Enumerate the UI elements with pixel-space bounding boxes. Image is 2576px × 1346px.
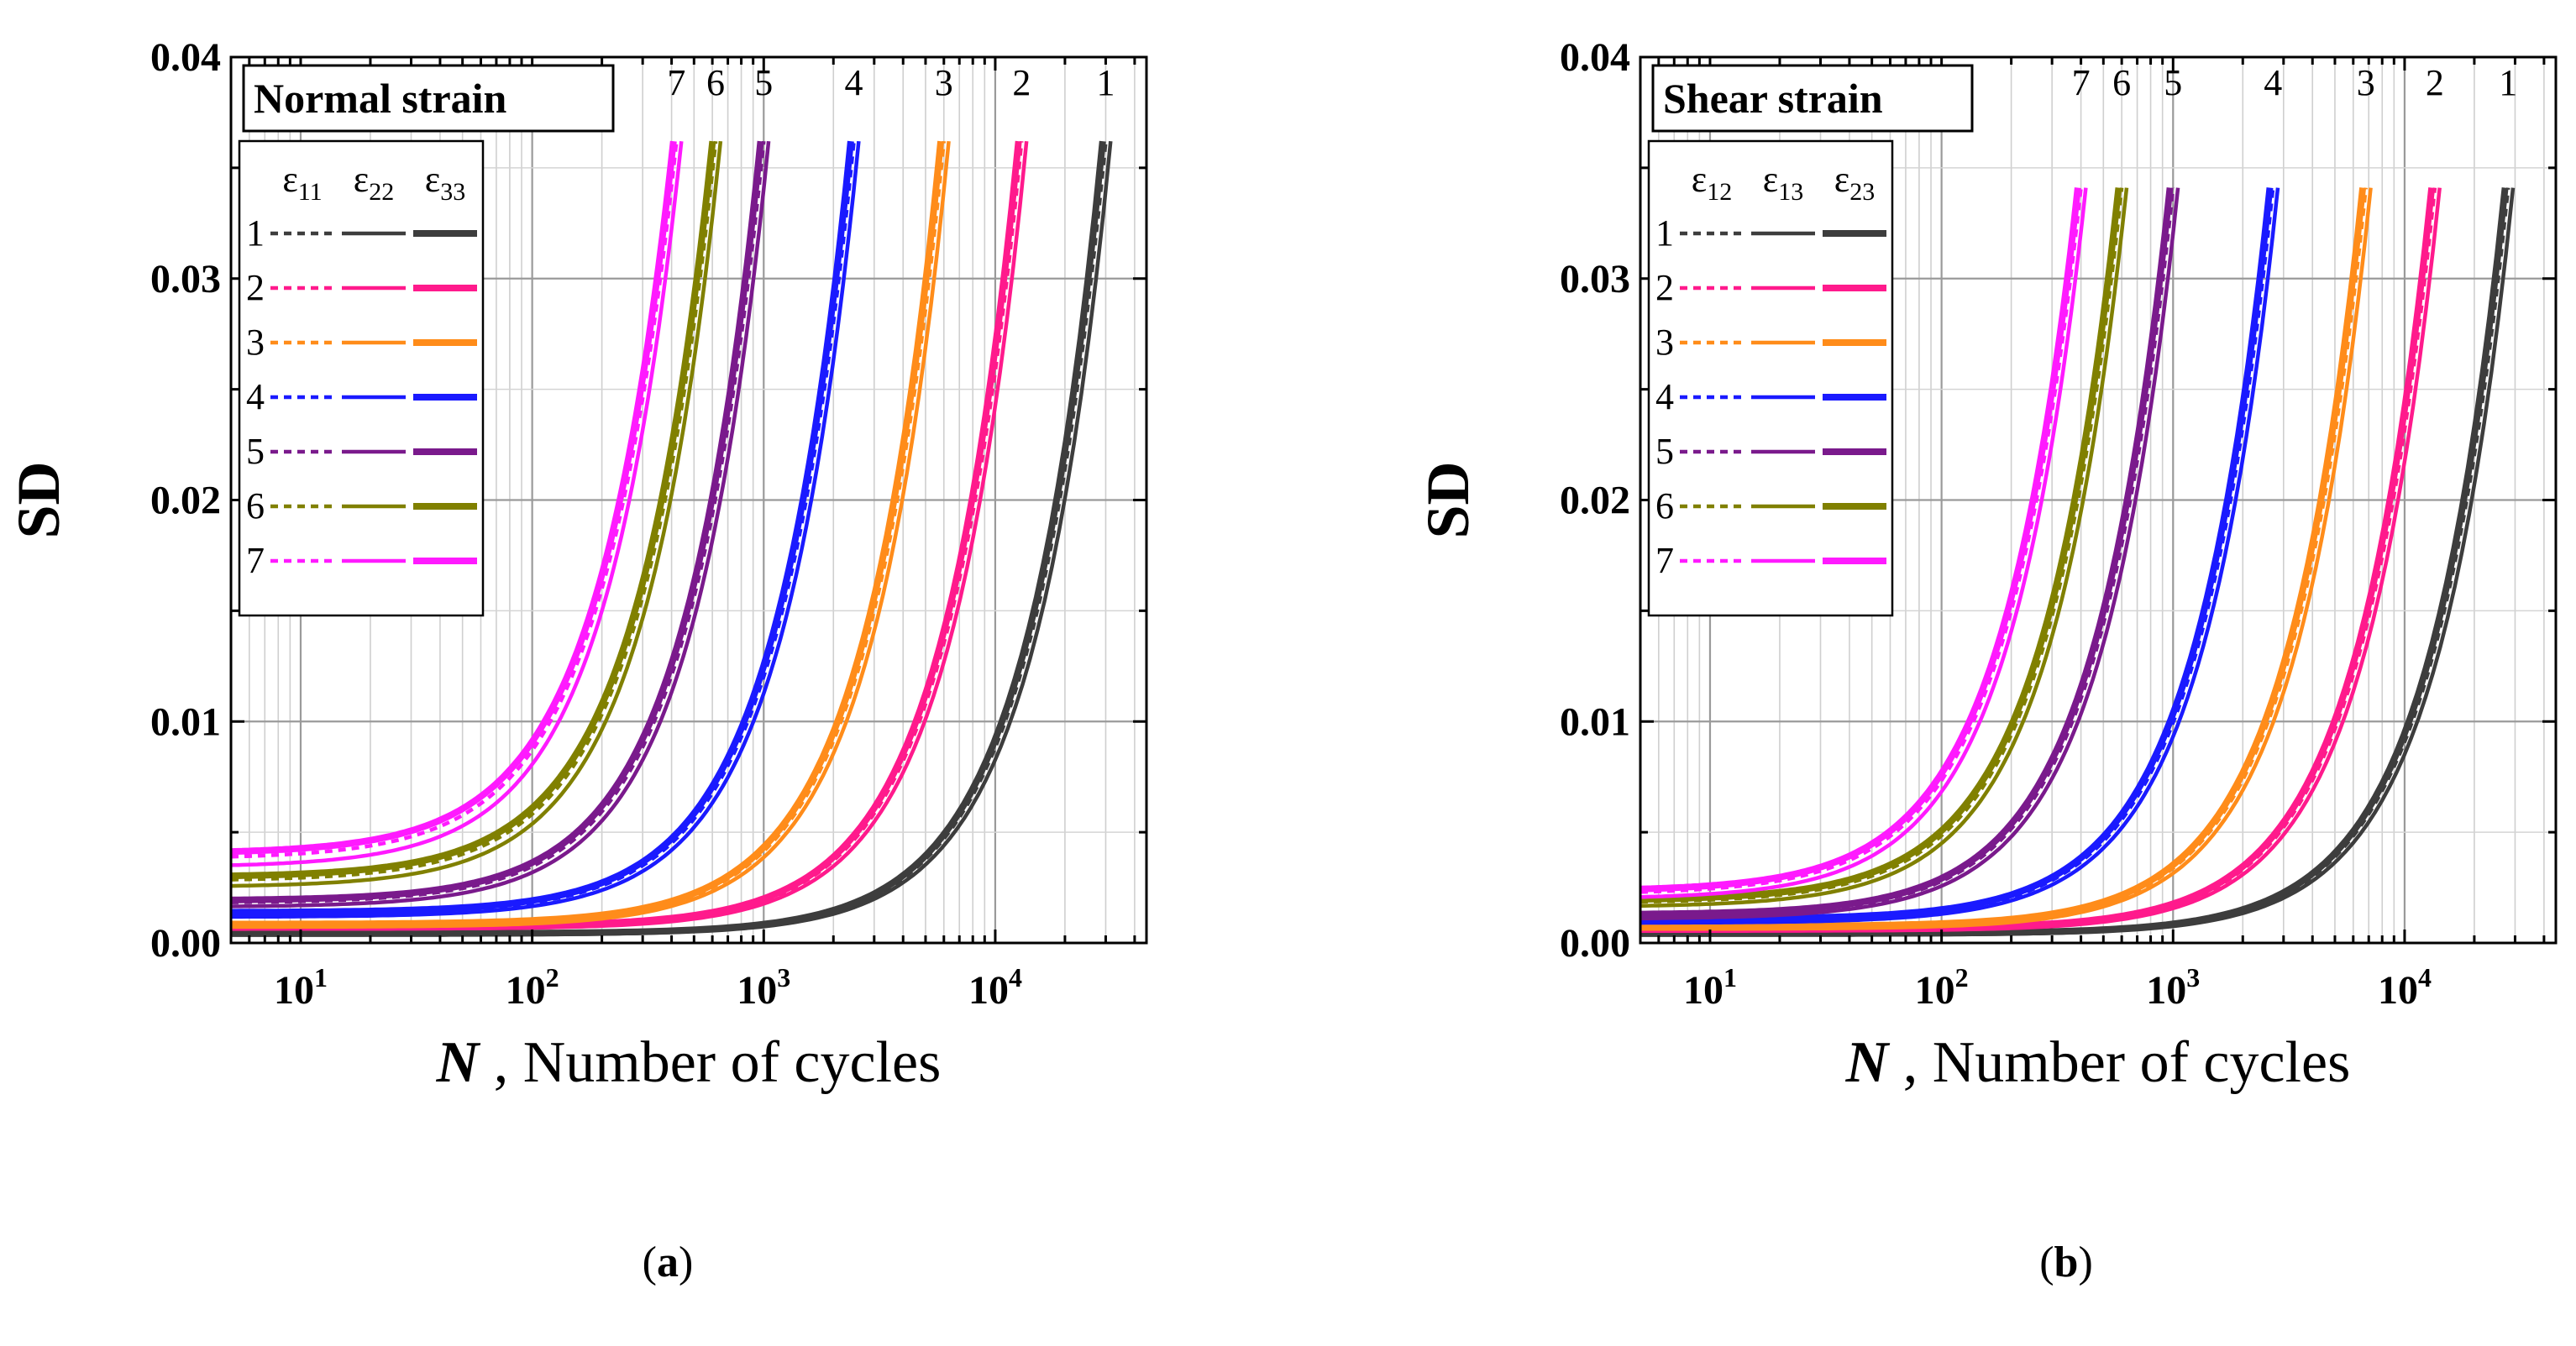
legend-entry-label: 6 <box>246 485 265 526</box>
y-tick-label: 0.04 <box>1560 35 1630 80</box>
legend-entry-label: 7 <box>1655 540 1674 581</box>
legend-column-header: ε33 <box>425 159 465 206</box>
series-4-thick-line <box>231 140 854 916</box>
curve-label-6: 6 <box>706 62 725 103</box>
y-tick-label: 0.02 <box>1560 479 1630 523</box>
series-1-thick-line <box>231 140 1106 937</box>
y-tick-label: 0.01 <box>1560 699 1630 744</box>
series-group <box>231 140 1113 937</box>
series-4-thick-line <box>1640 187 2274 923</box>
chart-title-box <box>1651 64 1974 133</box>
legend-entry-label: 4 <box>1655 376 1674 417</box>
series-4-thin-line <box>1640 187 2280 925</box>
series-group <box>1640 187 2516 937</box>
legend-column-header: ε11 <box>282 159 322 206</box>
series-5-thick-line <box>1640 187 2174 918</box>
y-tick-label: 0.00 <box>150 921 221 966</box>
curve-label-5: 5 <box>754 62 773 103</box>
y-tick-label: 0.03 <box>150 257 221 301</box>
x-tick-label: 101 <box>274 962 328 1013</box>
x-tick-label: 102 <box>1915 962 1969 1013</box>
legend-column-header: ε22 <box>354 159 394 206</box>
legend-column-header: ε12 <box>1692 159 1732 206</box>
series-6-thick-line <box>1640 187 2122 903</box>
legend-entry-label: 1 <box>1655 212 1674 254</box>
caption-a: (a) <box>643 1239 694 1286</box>
y-tick-label: 0.03 <box>1560 257 1630 301</box>
y-tick-label: 0.01 <box>150 699 221 744</box>
x-tick-label: 101 <box>1683 962 1737 1013</box>
curve-label-5: 5 <box>2164 62 2182 103</box>
chart-title-box <box>242 64 615 133</box>
legend-box <box>238 139 485 617</box>
series-7-thin-line <box>1640 187 2088 899</box>
legend-column-header: ε23 <box>1834 159 1875 206</box>
legend-entry-label: 5 <box>1655 431 1674 472</box>
series-7-thick-line <box>231 140 677 856</box>
legend-entry-label: 5 <box>246 431 265 472</box>
series-6-thin-line <box>231 140 723 888</box>
legend-entry-label: 6 <box>1655 485 1674 526</box>
chart-title: Normal strain <box>254 75 507 122</box>
legend-entry-label: 3 <box>246 322 265 363</box>
legend-entry-label: 4 <box>246 376 265 417</box>
curve-label-7: 7 <box>667 62 685 103</box>
legend-entry-label: 2 <box>1655 267 1674 308</box>
series-1-thick-line <box>1640 187 2509 937</box>
curve-label-4: 4 <box>2264 62 2282 103</box>
series-6-thick-line <box>231 140 716 880</box>
curve-label-1: 1 <box>1096 62 1115 103</box>
curve-label-6: 6 <box>2112 62 2131 103</box>
chart-title: Shear strain <box>1663 75 1883 122</box>
legend-entry-label: 2 <box>246 267 265 308</box>
curve-label-2: 2 <box>1012 62 1031 103</box>
curve-label-3: 3 <box>935 62 953 103</box>
series-6-thin-line <box>1640 187 2129 909</box>
x-tick-label: 103 <box>737 962 790 1013</box>
series-5-thin-line <box>1640 187 2180 921</box>
y-tick-label: 0.04 <box>150 35 221 80</box>
y-axis-label: SD <box>1414 461 1482 538</box>
x-tick-label: 104 <box>968 962 1022 1013</box>
legend-entry-label: 7 <box>246 540 265 581</box>
y-tick-label: 0.02 <box>150 479 221 523</box>
series-4-thin-line <box>231 140 861 919</box>
series-3-thick-line <box>1640 187 2367 930</box>
legend-box <box>1647 139 1894 617</box>
legend-column-header: ε13 <box>1763 159 1803 206</box>
x-axis-label: N , Number of cycles <box>1845 1030 2351 1095</box>
curve-label-3: 3 <box>2357 62 2375 103</box>
x-axis-label: N , Number of cycles <box>436 1030 942 1095</box>
legend-entry-label: 1 <box>246 212 265 254</box>
caption-b: (b) <box>2039 1239 2093 1286</box>
x-tick-label: 104 <box>2378 962 2432 1013</box>
series-3-thick-line <box>231 140 945 928</box>
y-tick-label: 0.00 <box>1560 921 1630 966</box>
curve-label-1: 1 <box>2499 62 2517 103</box>
series-5-thick-line <box>231 140 764 903</box>
curve-label-2: 2 <box>2426 62 2444 103</box>
legend-entry-label: 3 <box>1655 322 1674 363</box>
series-7-thin-line <box>231 140 684 867</box>
series-7-dotted-line <box>231 140 679 859</box>
series-7-thick-line <box>1640 187 2081 893</box>
series-5-thin-line <box>231 140 771 909</box>
x-tick-label: 102 <box>506 962 559 1013</box>
x-tick-label: 103 <box>2146 962 2200 1013</box>
series-6-dotted-line <box>231 140 718 882</box>
y-axis-label: SD <box>5 461 72 538</box>
curve-label-7: 7 <box>2072 62 2091 103</box>
curve-label-4: 4 <box>845 62 863 103</box>
